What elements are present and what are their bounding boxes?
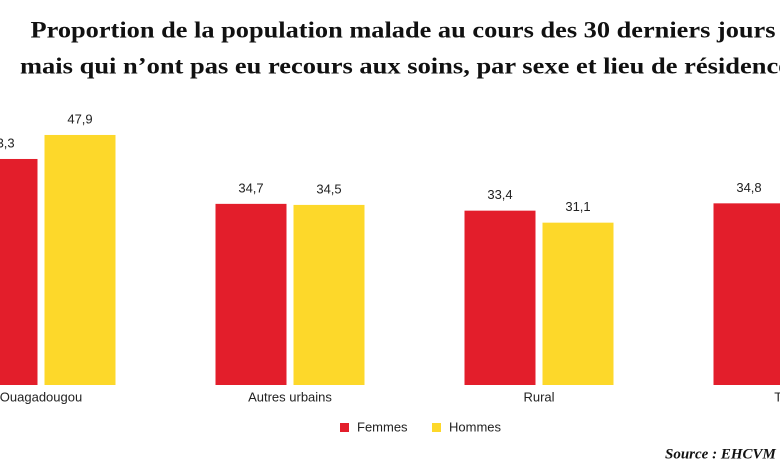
x-tick-label: Ouagadougou [0, 389, 82, 404]
legend-label: Femmes [357, 419, 408, 434]
data-label: 43,3 [0, 135, 15, 150]
data-label: 34,7 [238, 180, 263, 195]
data-label: 34,5 [316, 181, 341, 196]
bar [713, 203, 780, 385]
legend-label: Hommes [449, 419, 502, 434]
x-tick-label: Total [774, 389, 780, 404]
x-tick-label: Rural [523, 389, 554, 404]
chart-title: mais qui n’ont pas eu recours aux soins,… [20, 53, 780, 78]
bar [44, 134, 116, 385]
data-label: 34,8 [736, 180, 761, 195]
data-label: 47,9 [67, 111, 92, 126]
legend-swatch [432, 423, 441, 432]
bar [542, 222, 614, 385]
x-tick-label: Autres urbains [248, 389, 332, 404]
legend-swatch [340, 423, 349, 432]
bar [215, 203, 287, 385]
bar [293, 204, 365, 385]
data-label: 33,4 [487, 187, 512, 202]
bar [0, 158, 38, 385]
bar [464, 210, 536, 385]
chart-title: Proportion de la population malade au co… [31, 17, 776, 42]
data-label: 31,1 [565, 199, 590, 214]
source-note: Source : EHCVM [665, 446, 777, 462]
